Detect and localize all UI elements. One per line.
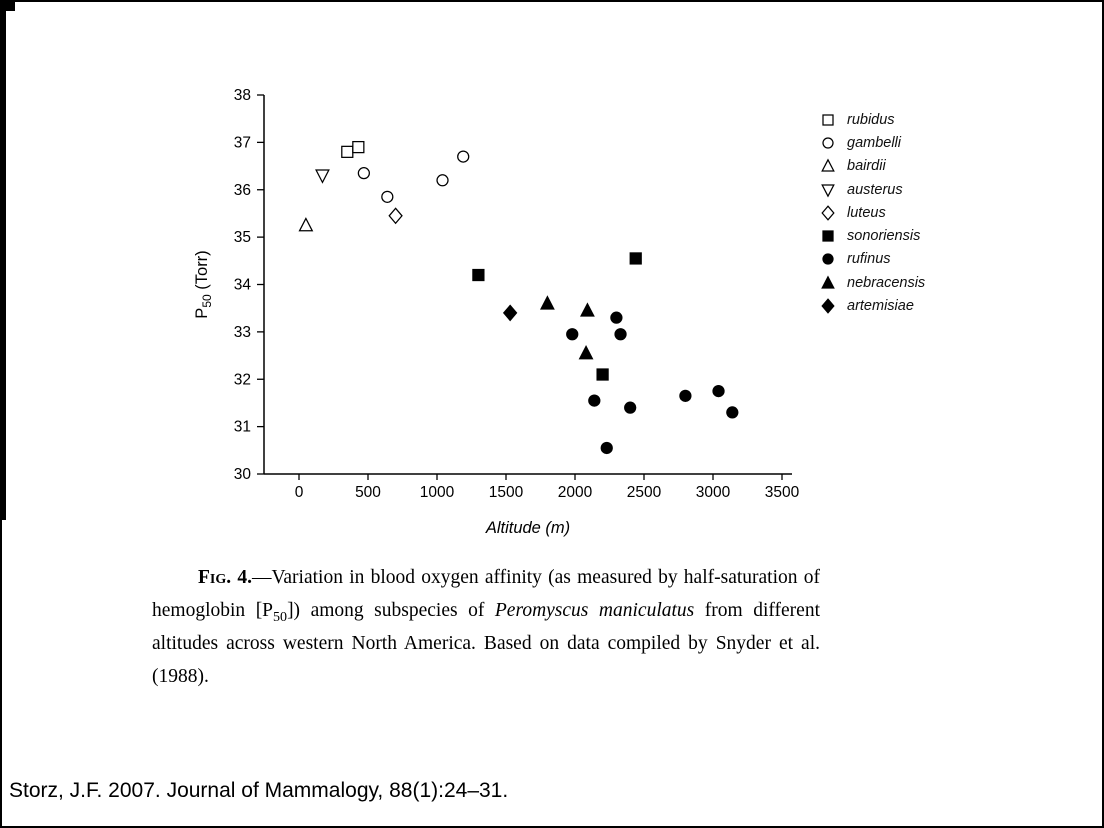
square-marker-icon [822, 230, 834, 242]
diamond-marker-icon [821, 298, 835, 314]
x-tick-label: 3500 [765, 484, 800, 501]
caption-segment: Peromyscus maniculatus [494, 600, 695, 621]
triangle-down-marker-icon [821, 183, 835, 198]
legend-item: rufinus [820, 248, 925, 271]
legend-item: nebracensis [820, 271, 925, 294]
legend-label: luteus [847, 204, 886, 221]
triangle-down-marker-icon [821, 183, 835, 198]
circle-marker-icon [822, 137, 834, 149]
data-point-rufinus [624, 401, 637, 414]
diamond-marker-icon [821, 205, 835, 221]
x-tick-label: 1500 [489, 484, 524, 501]
legend-item: austerus [820, 178, 925, 201]
data-point-gambelli [357, 167, 370, 180]
x-tick-label: 3000 [696, 484, 731, 501]
legend-item: sonoriensis [820, 224, 925, 247]
data-point-rubidus [341, 145, 354, 158]
chart-legend: rubidus gambelli bairdii austerus luteus sono… [820, 108, 925, 318]
y-tick-label: 32 [234, 371, 251, 388]
y-tick-label: 35 [234, 229, 251, 246]
y-tick-label: 33 [234, 324, 251, 341]
scatter-plot-svg: 0 500 1000 1500 2000 2500 3000 3500 30 31 32 33 34 35… [193, 87, 800, 537]
legend-item: bairdii [820, 155, 925, 178]
y-tick-label: 31 [234, 419, 251, 436]
legend-label: gambelli [847, 134, 901, 151]
circle-marker-icon [822, 137, 834, 149]
square-marker-icon [822, 230, 834, 242]
data-point-rubidus [352, 140, 365, 154]
legend-label: artemisiae [847, 298, 914, 315]
caption-segment: ]) among subspecies of [287, 600, 495, 621]
data-point-gambelli [436, 174, 449, 187]
x-tick-label: 2500 [627, 484, 662, 501]
triangle-up-marker-icon [821, 275, 835, 289]
data-point-austerus [315, 169, 330, 184]
y-tick-label: 38 [234, 87, 251, 104]
y-axis-label: P50 (Torr) [193, 250, 214, 318]
data-point-gambelli [381, 190, 394, 203]
data-point-rufinus [614, 328, 627, 341]
data-point-sonoriensis [472, 268, 485, 282]
data-point-sonoriensis [596, 368, 609, 381]
data-point-rufinus [610, 311, 623, 324]
square-marker-icon [822, 114, 834, 126]
legend-label: sonoriensis [847, 228, 921, 245]
x-axis-label: Altitude (m) [485, 519, 570, 537]
legend-label: nebracensis [847, 274, 926, 291]
data-point-nebracensis [539, 295, 555, 310]
caption-segment: —Variation in blood oxygen affinity (as … [152, 567, 820, 621]
data-point-rufinus [679, 389, 692, 402]
caption-segment: 50 [273, 608, 288, 625]
citation: Storz, J.F. 2007. Journal of Mammalogy, … [9, 779, 509, 802]
frame-corner-mark [2, 2, 15, 11]
data-point-nebracensis [578, 345, 594, 360]
data-point-luteus [388, 207, 403, 225]
circle-marker-icon [822, 253, 834, 266]
data-point-rufinus [566, 328, 579, 341]
legend-label: rubidus [847, 111, 895, 128]
data-point-nebracensis [580, 302, 595, 317]
frame-left-strip [2, 2, 6, 520]
x-tick-label: 2000 [558, 484, 593, 501]
square-marker-icon [822, 114, 834, 126]
data-point-rufinus [726, 406, 739, 419]
diamond-marker-icon [821, 298, 835, 314]
data-point-rufinus [712, 384, 725, 398]
y-tick-label: 37 [234, 134, 251, 151]
data-point-bairdii [298, 217, 314, 232]
legend-label: rufinus [847, 251, 891, 268]
x-tick-label: 0 [295, 484, 304, 501]
triangle-up-marker-icon [821, 158, 835, 172]
legend-label: austerus [847, 181, 903, 198]
y-tick-label: 34 [234, 277, 252, 294]
triangle-up-marker-icon [821, 275, 835, 289]
data-point-sonoriensis [629, 252, 642, 265]
figure-caption: Fig. 4.—Variation in blood oxygen affini… [152, 561, 820, 693]
triangle-up-marker-icon [821, 158, 835, 172]
data-point-artemisiae [502, 304, 518, 322]
caption-segment: Fig. 4. [198, 567, 252, 588]
legend-item: luteus [820, 201, 925, 224]
x-tick-label: 500 [355, 484, 381, 501]
data-point-rufinus [588, 394, 601, 407]
data-point-gambelli [457, 150, 470, 163]
x-tick-label: 1000 [420, 484, 455, 501]
legend-item: rubidus [820, 108, 925, 131]
diamond-marker-icon [821, 205, 835, 221]
y-tick-label: 36 [234, 182, 251, 199]
caption-segment: from different altitudes across western … [152, 600, 820, 687]
circle-marker-icon [822, 253, 834, 266]
data-point-rufinus [600, 441, 613, 455]
legend-item: artemisiae [820, 294, 925, 317]
legend-label: bairdii [847, 158, 886, 175]
y-tick-label: 30 [234, 466, 252, 483]
legend-item: gambelli [820, 131, 925, 154]
